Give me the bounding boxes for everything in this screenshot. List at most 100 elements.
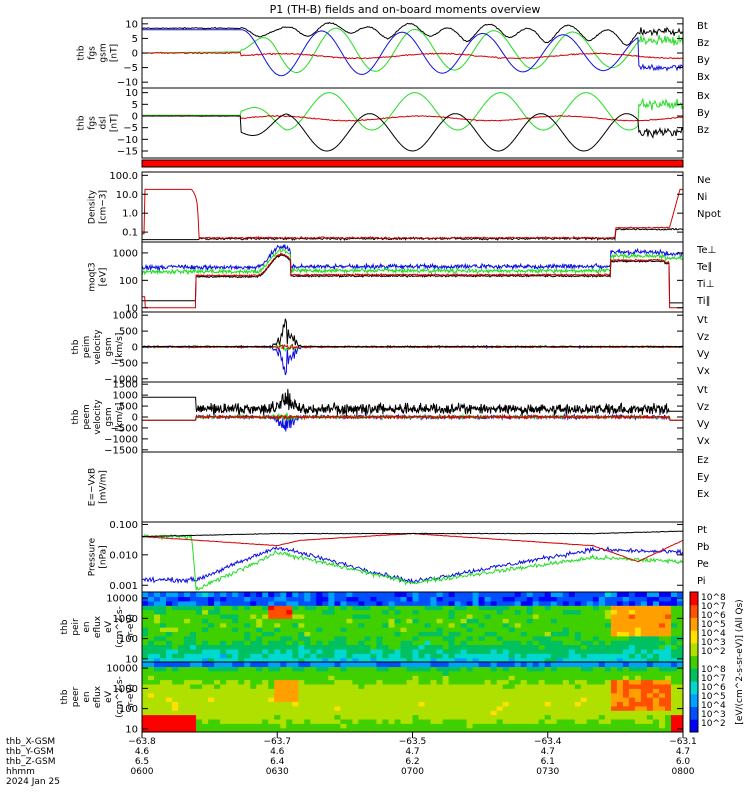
spectrogram-cell: [568, 697, 576, 702]
spectrogram-cell: [484, 705, 492, 711]
series-ne-line: [142, 188, 683, 240]
spectrogram-cell: [586, 622, 594, 628]
spectrogram-cell: [196, 605, 203, 611]
x-row-value: −63.5: [399, 737, 427, 747]
spectrogram-cell: [532, 710, 540, 716]
spectrogram-cell: [659, 683, 666, 689]
spectrogram-cell: [436, 705, 444, 711]
spectrogram-cell: [496, 635, 504, 641]
spectrogram-cell: [370, 675, 377, 681]
spectrogram-cell: [346, 644, 353, 650]
plot-area-density: [142, 188, 683, 242]
spectrogram-cell: [220, 653, 227, 659]
spectrogram-cell: [364, 627, 371, 632]
spectrogram-cell: [370, 648, 377, 654]
spectrogram-cell: [274, 666, 281, 672]
spectrogram-cell: [364, 600, 371, 606]
spectrogram-cell: [502, 666, 510, 672]
spectrogram-cell: [358, 600, 365, 606]
spectrogram-cell: [322, 592, 329, 597]
spectrogram-cell: [298, 592, 305, 597]
spectrogram-cell: [436, 631, 444, 637]
spectrogram-cell: [346, 653, 353, 659]
spectrogram-cell: [196, 705, 203, 711]
spectrogram-cell: [280, 600, 287, 606]
spectrogram-cell: [256, 613, 263, 619]
y-tick-label: 100: [119, 634, 138, 645]
spectrogram-cell: [298, 727, 305, 732]
spectrogram-cell: [250, 600, 257, 606]
spectrogram-cell: [196, 657, 203, 662]
spectrogram-cell: [640, 609, 648, 615]
spectrogram-cell: [142, 723, 149, 729]
spectrogram-cell: [556, 622, 564, 628]
spectrogram-cell: [214, 618, 221, 624]
spectrogram-cell: [364, 662, 371, 667]
spectrogram-cell: [376, 692, 383, 698]
spectrogram-cell: [238, 640, 245, 646]
spectrogram-cell: [592, 692, 600, 698]
spectrogram-cell: [304, 718, 311, 724]
y-tick-label: 0.1: [122, 228, 138, 239]
spectrogram-cell: [484, 675, 492, 681]
spectrogram-cell: [226, 635, 233, 641]
spectrogram-cell: [202, 605, 209, 611]
spectrogram-cell: [652, 666, 660, 672]
spectrogram-cell: [280, 710, 287, 716]
spectrogram-cell: [460, 683, 468, 689]
spectrogram-cell: [616, 701, 624, 707]
legend-entry-vt: Vt: [697, 385, 708, 396]
spectrogram-cell: [232, 631, 239, 637]
spectrogram-cell: [274, 705, 281, 711]
spectrogram-cell: [598, 609, 606, 615]
spectrogram-cell: [376, 640, 383, 646]
spectrogram-cell: [580, 635, 588, 641]
legend-entry-pt: Pt: [697, 525, 707, 536]
spectrogram-cell: [472, 692, 480, 698]
spectrogram-cell: [346, 683, 353, 689]
spectrogram-cell: [184, 640, 191, 646]
spectrogram-cell: [640, 627, 648, 632]
spectrogram-cell: [394, 723, 402, 729]
spectrogram-cell: [142, 675, 149, 681]
spectrogram-cell: [562, 705, 570, 711]
spectrogram-cell: [466, 701, 474, 707]
spectrogram-cell: [436, 648, 444, 654]
spectrogram-cell: [430, 670, 438, 676]
spectrogram-cell: [538, 622, 546, 628]
spectrogram-cell: [628, 670, 636, 676]
spectrogram-cell: [346, 635, 353, 641]
spectrogram-cell: [424, 683, 432, 689]
spectrogram-cell: [388, 714, 396, 720]
spectrogram-cell: [538, 714, 546, 720]
spectrogram-cell: [646, 592, 654, 597]
spectrogram-cell: [544, 683, 552, 689]
spectrogram-cell: [652, 670, 660, 676]
spectrogram-cell: [208, 723, 215, 729]
spectrogram-cell: [190, 679, 197, 685]
legend-entry-vy: Vy: [697, 349, 710, 360]
spectrogram-cell: [550, 618, 558, 624]
colorbar-segment: [690, 719, 698, 733]
spectrogram-cell: [490, 618, 498, 624]
spectrogram-cell: [478, 657, 486, 662]
spectrogram-cell: [280, 648, 287, 654]
spectrogram-cell: [526, 679, 534, 685]
spectrogram-cell: [442, 701, 450, 707]
spectrogram-cell: [166, 600, 173, 606]
spectrogram-cell: [220, 727, 227, 732]
spectrogram-cell: [274, 618, 281, 624]
spectrogram-cell: [640, 710, 648, 716]
y-axis-label: gsm: [99, 43, 109, 62]
spectrogram-cell: [562, 679, 570, 685]
spectrogram-cell: [526, 657, 534, 662]
y-tick-label: 100: [119, 704, 138, 715]
spectrogram-cell: [244, 605, 251, 611]
spectrogram-cell: [430, 666, 438, 672]
spectrogram-cell: [142, 670, 149, 676]
spectrogram-cell: [238, 688, 245, 694]
spectrogram-cell: [316, 705, 323, 711]
spectrogram-cell: [628, 627, 636, 632]
spectrogram-cell: [677, 670, 683, 676]
spectrogram-cell: [484, 648, 492, 654]
